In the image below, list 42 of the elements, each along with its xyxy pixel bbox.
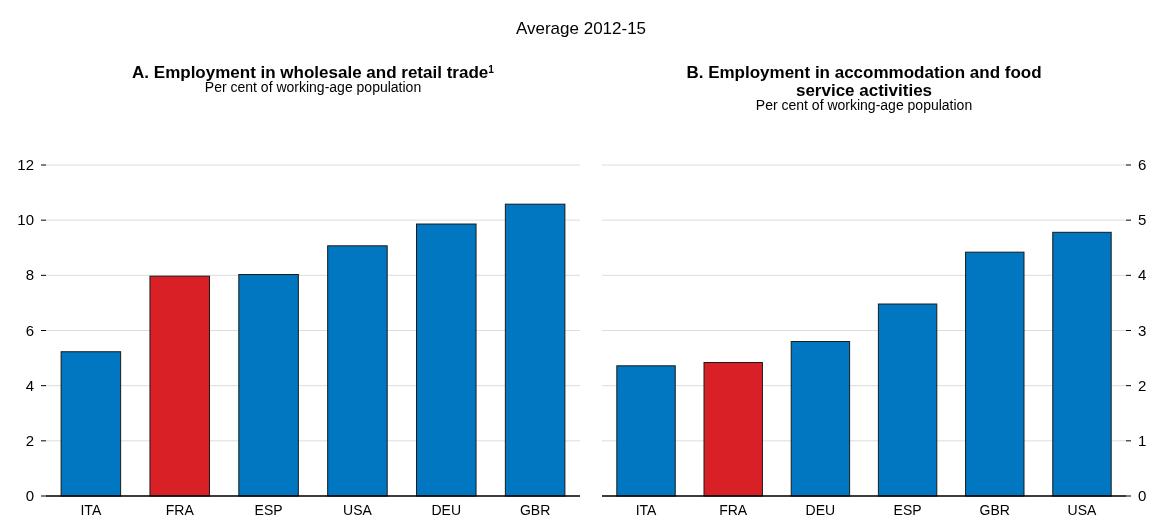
bar [790, 341, 851, 497]
y2-tick-label: 6 [1138, 156, 1147, 173]
y-tick-label: 10 [17, 211, 34, 229]
y-tick-label: 12 [17, 156, 34, 173]
chart-subtitle: Per cent of working-age population [755, 97, 973, 113]
bar [877, 303, 938, 497]
bar [965, 251, 1025, 497]
y2-tick-label: 3 [1138, 321, 1147, 339]
chart-title: B. Employment in accommodation and food service activities [686, 63, 1042, 100]
x-tick-label: DEU [431, 502, 462, 518]
x-tick-label: ESP [893, 502, 922, 518]
bar [504, 203, 566, 497]
x-tick-label: USA [343, 502, 373, 518]
y-tick-label: 0 [25, 487, 34, 504]
y2-tick-label: 2 [1138, 376, 1147, 394]
bar [703, 362, 763, 497]
y-tick-label: 6 [25, 321, 34, 339]
y2-tick-label: 4 [1138, 266, 1147, 284]
bar [327, 245, 388, 497]
x-tick-label: USA [1067, 502, 1098, 518]
bar [1052, 231, 1112, 497]
x-tick-label: DEU [805, 502, 836, 518]
y-tick-label: 2 [25, 431, 34, 449]
x-tick-label: FRA [719, 502, 748, 518]
bar [416, 223, 477, 497]
y2-tick-label: 1 [1138, 431, 1147, 449]
x-tick-label: GBR [519, 502, 551, 518]
chart-title: A. Employment in wholesale and retail trade$^{1}$ [132, 63, 495, 82]
x-tick-label: GBR [979, 502, 1010, 518]
bar [149, 275, 210, 497]
text: Average 2012-15 [515, 19, 647, 38]
y2-tick-label: 0 [1138, 487, 1147, 504]
y2-tick-label: 5 [1138, 211, 1147, 229]
x-tick-label: FRA [165, 502, 195, 518]
bar [616, 365, 676, 497]
x-tick-label: ITA [80, 502, 102, 518]
bar [238, 274, 299, 497]
y-tick-label: 4 [25, 376, 34, 394]
bar [60, 351, 122, 497]
x-tick-label: ITA [635, 502, 658, 518]
x-tick-label: ESP [254, 502, 283, 518]
y-tick-label: 8 [25, 266, 34, 284]
